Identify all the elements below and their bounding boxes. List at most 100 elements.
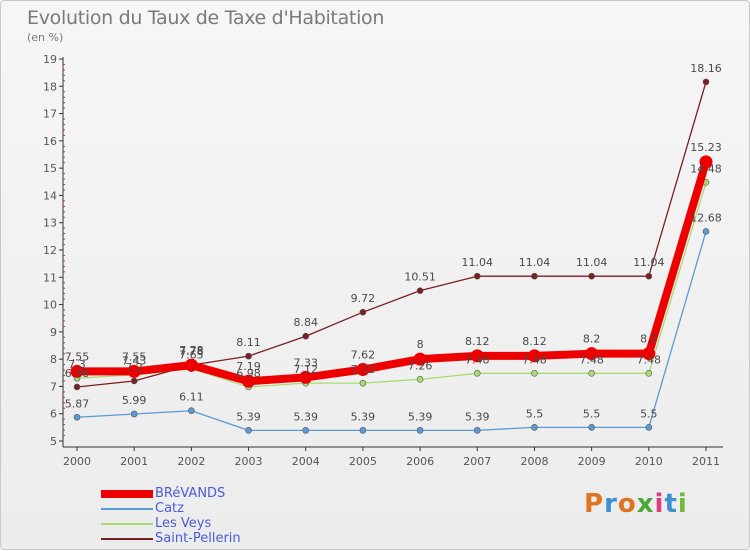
data-label: 8.84 <box>293 316 318 329</box>
data-label: 8.12 <box>465 335 490 348</box>
data-label: 11.04 <box>576 256 608 269</box>
data-label: 5.39 <box>236 410 261 423</box>
y-tick-label: 7 <box>50 380 57 393</box>
data-point <box>702 78 710 86</box>
data-label: 7.55 <box>65 350 90 363</box>
data-label: 11.04 <box>462 256 494 269</box>
data-point <box>130 410 138 418</box>
data-label: 8.12 <box>522 335 547 348</box>
axes: 5 6 7 8 9 10 11 12 13 14 15 16 17 18 19 2000 2001 2002 200… <box>43 53 723 468</box>
y-tick-label: 15 <box>43 162 57 175</box>
data-point <box>645 424 653 431</box>
series-line-catz <box>76 230 707 432</box>
data-point <box>699 155 713 169</box>
data-label: 7.78 <box>179 345 204 358</box>
data-label: 9.72 <box>351 292 376 305</box>
data-label: 5.5 <box>640 407 658 420</box>
data-label: 5.99 <box>122 394 147 407</box>
y-tick-label: 19 <box>43 53 57 66</box>
y-tick-label: 9 <box>50 326 57 339</box>
data-label: 7.65 <box>179 349 204 362</box>
data-point <box>531 272 538 280</box>
y-tick-label: 10 <box>43 299 57 312</box>
data-point <box>245 352 252 360</box>
series-line-br-vands <box>73 157 710 386</box>
data-point <box>127 364 141 378</box>
data-label: 5.5 <box>583 407 601 420</box>
data-point <box>470 349 484 363</box>
data-point <box>299 370 313 384</box>
data-label: 5.39 <box>293 410 318 423</box>
data-label: 7.43 <box>122 355 147 368</box>
data-label: 7.48 <box>579 353 604 366</box>
data-point <box>588 370 595 377</box>
data-label: 14.48 <box>690 162 722 175</box>
y-tick-label: 13 <box>43 217 57 230</box>
data-point <box>702 228 710 235</box>
x-tick-label: 2000 <box>63 455 91 468</box>
data-point <box>130 377 138 385</box>
logo-letter: x <box>636 489 655 519</box>
logo-letter: t <box>664 489 678 519</box>
data-label: 7.55 <box>122 350 147 363</box>
legend-swatch <box>101 508 153 510</box>
data-point <box>184 358 198 372</box>
y-tick-label: 18 <box>43 80 57 93</box>
y-tick-label: 14 <box>43 189 57 202</box>
data-label: 8.11 <box>236 336 261 349</box>
series-line-saint-pellerin <box>76 81 707 388</box>
x-tick-label: 2008 <box>520 455 548 468</box>
data-label: 5.39 <box>408 410 433 423</box>
data-point <box>302 332 310 340</box>
data-label: 7.3 <box>68 358 86 371</box>
data-point <box>359 308 367 316</box>
chart-title: Evolution du Taux de Taxe d'Habitation <box>27 7 385 29</box>
x-tick-label: 2007 <box>463 455 491 468</box>
x-tick-label: 2002 <box>177 455 205 468</box>
data-point <box>585 347 599 361</box>
data-point <box>642 347 656 361</box>
data-point <box>416 287 424 294</box>
data-point <box>70 364 84 378</box>
data-label: 11.04 <box>633 256 665 269</box>
y-tick-label: 5 <box>50 435 57 448</box>
data-label: 7.33 <box>293 356 318 369</box>
data-point <box>359 427 367 434</box>
data-label: 18.16 <box>690 62 722 75</box>
logo-letter: o <box>617 489 637 519</box>
logo-letter: P <box>584 489 605 519</box>
data-point <box>527 349 541 363</box>
data-label: 7.62 <box>351 349 376 362</box>
data-label: 7.12 <box>351 363 376 376</box>
data-point <box>531 370 538 377</box>
data-label: 5.87 <box>65 397 90 410</box>
x-tick-label: 2009 <box>578 455 606 468</box>
data-label: 15.23 <box>690 141 722 154</box>
data-label: 7.48 <box>522 353 547 366</box>
legend-swatch <box>101 538 153 540</box>
legend-label: BRéVANDS <box>155 486 226 501</box>
data-point <box>413 352 427 366</box>
data-point <box>588 272 595 280</box>
data-label: 7.2 <box>125 361 143 374</box>
data-label: 7.19 <box>236 360 261 373</box>
y-tick-label: 6 <box>50 408 57 421</box>
legend-label: Saint-Pellerin <box>155 531 241 546</box>
data-point <box>645 272 653 280</box>
x-tick-label: 2001 <box>120 455 148 468</box>
data-point <box>245 427 252 434</box>
legend-label: Les Veys <box>155 516 212 531</box>
data-point <box>531 424 538 431</box>
data-point <box>645 370 653 377</box>
data-label: 6.98 <box>236 367 261 380</box>
data-label: 7.78 <box>179 344 204 357</box>
data-label: 8.2 <box>583 333 601 346</box>
data-point <box>302 427 310 434</box>
y-tick-label: 11 <box>43 271 57 284</box>
data-label: 8 <box>417 338 424 351</box>
logo-letter: r <box>604 489 618 519</box>
x-tick-label: 2010 <box>635 455 663 468</box>
x-tick-label: 2006 <box>406 455 434 468</box>
